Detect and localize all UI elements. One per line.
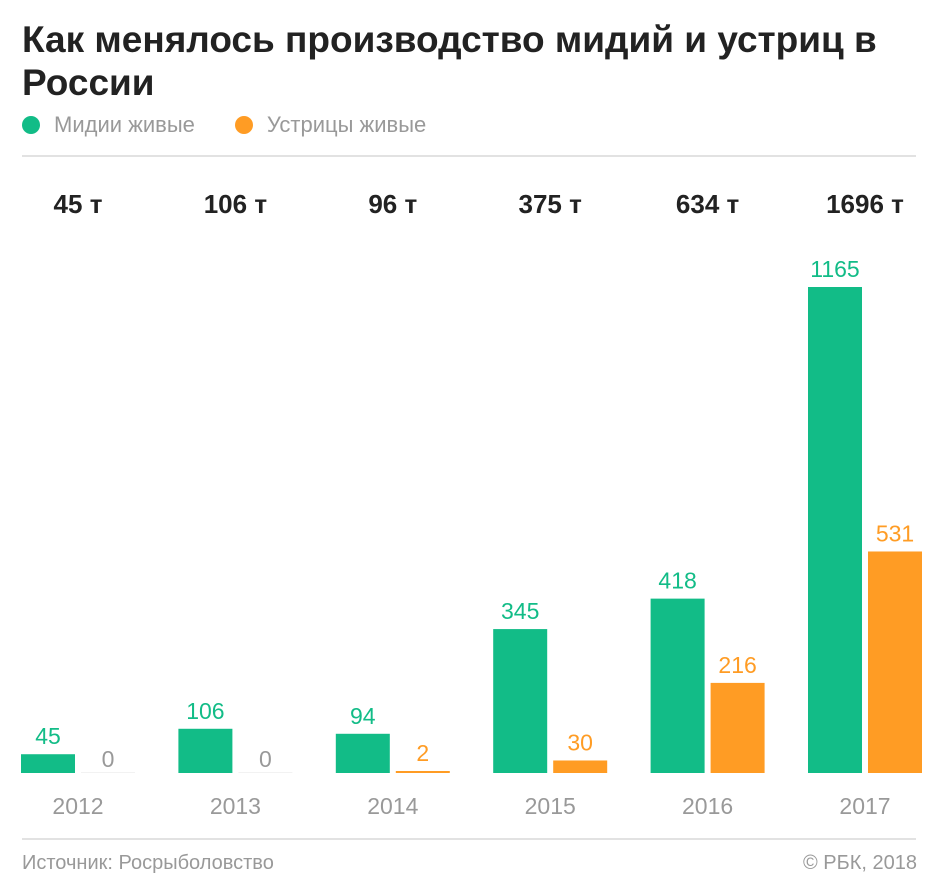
divider xyxy=(22,155,916,157)
x-tick-label: 2017 xyxy=(839,793,890,819)
bar-oysters xyxy=(395,771,450,773)
bar-oysters xyxy=(238,772,293,773)
bar-mussels xyxy=(21,754,75,773)
x-tick-label: 2013 xyxy=(210,793,261,819)
bar-mussels xyxy=(178,728,233,773)
data-label: 0 xyxy=(102,746,115,772)
data-label: 345 xyxy=(501,598,539,624)
legend-label: Мидии живые xyxy=(54,112,195,137)
legend: Мидии живые Устрицы живые xyxy=(22,112,426,138)
bar-mussels xyxy=(335,733,390,773)
legend-item-oysters: Устрицы живые xyxy=(234,112,427,138)
divider xyxy=(22,838,916,840)
source-note: Источник: Росрыболовство xyxy=(22,852,274,874)
bar-oysters xyxy=(553,760,608,773)
bar-mussels xyxy=(808,287,862,773)
data-label: 106 xyxy=(186,698,224,724)
legend-label: Устрицы живые xyxy=(266,112,427,137)
x-tick-label: 2015 xyxy=(525,793,576,819)
data-label: 418 xyxy=(658,568,696,594)
x-tick-label: 2016 xyxy=(682,793,733,819)
legend-dot-icon xyxy=(234,116,253,134)
x-tick-label: 2012 xyxy=(52,793,103,819)
data-label: 531 xyxy=(876,520,914,546)
data-label: 94 xyxy=(350,703,376,729)
data-label: 0 xyxy=(259,746,272,772)
total-label: 45 т xyxy=(54,189,103,219)
chart-title: Как менялось производство мидий и устриц… xyxy=(22,19,877,103)
legend-item-mussels: Мидии живые xyxy=(22,112,195,138)
data-label: 216 xyxy=(718,652,756,678)
bar-oysters xyxy=(868,551,922,773)
data-label: 30 xyxy=(567,729,593,755)
total-label: 1696 т xyxy=(826,189,904,219)
bar-mussels xyxy=(493,629,548,773)
bar-oysters xyxy=(81,772,135,773)
legend-dot-icon xyxy=(22,116,40,134)
copyright: © РБК, 2018 xyxy=(802,852,917,874)
total-label: 96 т xyxy=(368,189,417,219)
bar-mussels xyxy=(650,598,705,773)
data-label: 2 xyxy=(416,740,429,766)
data-label: 45 xyxy=(35,723,61,749)
total-label: 634 т xyxy=(676,189,740,219)
x-tick-label: 2014 xyxy=(367,793,418,819)
total-label: 106 т xyxy=(204,189,268,219)
bar-oysters xyxy=(710,682,765,773)
data-label: 1165 xyxy=(810,256,859,282)
total-label: 375 т xyxy=(519,189,583,219)
